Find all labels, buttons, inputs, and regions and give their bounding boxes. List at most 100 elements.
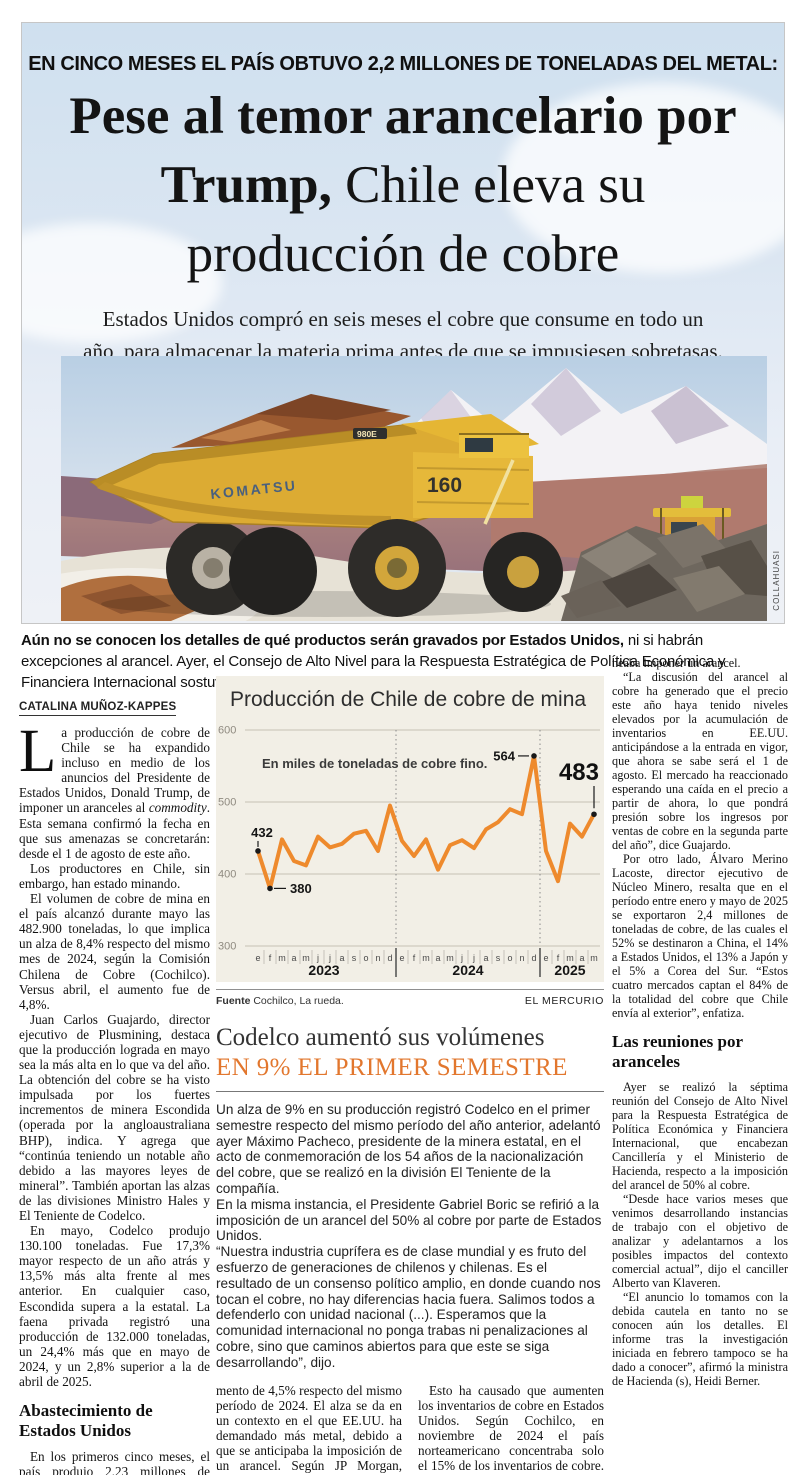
copper-production-chart: 600 500 400 300 En miles de toneladas de cob… [218,725,600,978]
paragraph: Ayer se realizó la séptima reunión del C… [612,1080,788,1192]
header-sky-block: EN CINCO MESES EL PAÍS OBTUVO 2,2 MILLON… [21,22,785,624]
svg-text:f: f [557,953,560,963]
paragraph: “Nuestra industria cuprífera es de clase… [216,1244,601,1370]
svg-text:n: n [375,953,380,963]
middle-zone: Producción de Chile de cobre de mina 600… [216,676,604,1475]
kicker: EN CINCO MESES EL PAÍS OBTUVO 2,2 MILLON… [28,53,778,75]
chart-source-row: Fuente Cochilco, La rueda. EL MERCURIO [216,989,604,1007]
paragraph: Juan Carlos Guajardo, director ejecutivo… [19,1011,210,1223]
article-column-3: Esto ha causado que aumenten los inventa… [418,1383,604,1475]
caption-bold: Aún no se conocen los detalles de qué pr… [21,632,624,649]
photo-caption: Aún no se conocen los detalles de qué pr… [21,630,783,693]
svg-text:m: m [446,953,454,963]
photo-mining-truck: KOMATSU 980E 160 [61,356,767,621]
article-column-4: neaba imponer un arancel. “La discusión … [612,656,788,1475]
continuation-columns: mento de 4,5% respecto del mismo período… [216,1383,604,1475]
svg-text:564: 564 [493,748,515,763]
svg-text:j: j [460,953,463,963]
divider [216,1091,604,1092]
paragraph-text: a producción de cobre de Chile se ha exp… [19,725,210,816]
svg-text:a: a [435,953,440,963]
photo-credit: COLLAHUASI [772,550,781,611]
svg-text:400: 400 [218,869,236,881]
svg-text:j: j [316,953,319,963]
svg-text:300: 300 [218,941,236,953]
paragraph-text: . Esta semana confirmó la fecha en que s… [19,800,210,861]
codelco-title-orange: EN 9% EL PRIMER SEMESTRE [216,1054,568,1081]
svg-text:m: m [302,953,310,963]
svg-text:380: 380 [290,881,312,896]
svg-text:2025: 2025 [554,962,585,978]
svg-text:432: 432 [251,825,273,840]
svg-text:483: 483 [559,759,599,786]
headline: Pese al temor arancelario por Trump, Chi… [47,82,759,289]
svg-text:500: 500 [218,797,236,809]
svg-text:m: m [566,953,574,963]
svg-text:a: a [339,953,344,963]
svg-text:s: s [352,953,357,963]
svg-text:2023: 2023 [308,962,339,978]
chart-credit: EL MERCURIO [524,995,604,1007]
svg-text:o: o [507,953,512,963]
paragraph: En mayo, Codelco produjo 130.100 tonelad… [19,1223,210,1390]
headline-bold: Pese al temor arancelario por Trump, [69,87,737,214]
rock-pile [561,524,767,621]
svg-text:o: o [363,953,368,963]
byline: CATALINA MUÑOZ-KAPPES [19,701,177,716]
svg-text:600: 600 [218,725,236,737]
paragraph: Por otro lado, Álvaro Merino Lacoste, di… [612,852,788,1020]
svg-text:m: m [590,953,598,963]
svg-text:En miles de toneladas de cobre: En miles de toneladas de cobre fino. [262,756,487,771]
codelco-title-black: Codelco aumentó sus volúmenes [216,1024,545,1051]
cloud-decoration [502,83,784,273]
svg-text:f: f [269,953,272,963]
paragraph: En los primeros cinco meses, el país pro… [19,1449,210,1475]
photo-illustration: KOMATSU 980E 160 [61,356,767,621]
svg-text:e: e [255,953,260,963]
paragraph-italic: commodity [148,800,207,816]
svg-text:f: f [413,953,416,963]
svg-text:s: s [496,953,501,963]
headline-regular: Chile eleva su producción de cobre [186,156,646,283]
svg-text:d: d [531,953,536,963]
svg-text:e: e [543,953,548,963]
svg-text:a: a [483,953,488,963]
paragraph: Los productores en Chile, sin embargo, h… [19,860,210,891]
mining-truck: KOMATSU 980E 160 [89,394,563,617]
drop-cap: L [19,718,57,785]
svg-text:a: a [579,953,584,963]
paragraph: En la misma instancia, el Presidente Gab… [216,1196,602,1244]
paragraph: “El anuncio lo tomamos con la debida cau… [612,1290,788,1388]
paragraph: “Desde hace varios meses que venimos des… [612,1192,788,1290]
source-label: Fuente [216,995,251,1007]
source-text: Cochilco, La rueda. [250,995,344,1007]
paragraph: “La discusión del arancel al cobre ha ge… [612,670,788,852]
svg-text:e: e [399,953,404,963]
paragraph: neaba imponer un arancel. [612,656,741,670]
paragraph: mento de 4,5% respecto del mismo período… [216,1382,402,1475]
svg-text:n: n [519,953,524,963]
chart-panel: Producción de Chile de cobre de mina 600… [216,676,604,982]
dirt-shadow [81,584,171,614]
svg-text:2024: 2024 [452,962,483,978]
article-column-2: mento de 4,5% respecto del mismo período… [216,1383,402,1475]
truck-number-label: 160 [427,474,462,497]
truck-ladder [483,459,515,525]
paragraph: El volumen de cobre de mina en el país a… [19,891,210,1012]
svg-text:j: j [328,953,331,963]
paragraph: Un alza de 9% en su producción registró … [216,1102,601,1196]
svg-text:d: d [387,953,392,963]
svg-text:j: j [472,953,475,963]
cloud-decoration [22,223,222,343]
codelco-subarticle: Codelco aumentó sus volúmenes EN 9% EL P… [216,1023,604,1371]
svg-text:a: a [291,953,296,963]
subhead-abastecimiento: Abastecimiento de Estados Unidos [19,1401,153,1441]
truck-model-label: 980E [357,429,377,439]
chart-title: Producción de Chile de cobre de mina [230,688,587,711]
svg-text:m: m [278,953,286,963]
chart-source: Fuente Cochilco, La rueda. [216,995,344,1007]
svg-text:m: m [422,953,430,963]
